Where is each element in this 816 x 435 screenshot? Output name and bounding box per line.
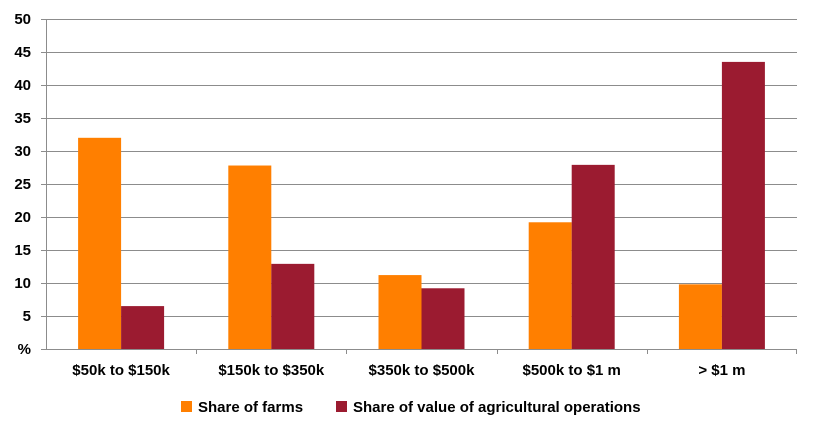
y-tick-label: 45 bbox=[14, 44, 31, 61]
bar-series-1-cat-3 bbox=[571, 164, 615, 349]
y-tick-label: 20 bbox=[14, 209, 31, 226]
legend-swatch-share-of-farms bbox=[181, 401, 192, 412]
y-tick-label: 25 bbox=[14, 176, 31, 193]
y-tick-label: 30 bbox=[14, 143, 31, 160]
bar-series-0-cat-1 bbox=[228, 165, 272, 349]
y-tick-label: 40 bbox=[14, 77, 31, 94]
x-category-label: $350k to $500k bbox=[369, 362, 476, 379]
bar-series-1-cat-2 bbox=[421, 288, 465, 349]
legend-label-share-of-farms: Share of farms bbox=[198, 399, 303, 416]
legend-swatch-share-of-value bbox=[336, 401, 347, 412]
x-axis-categories: $50k to $150k $150k to $350k $350k to $500… bbox=[72, 362, 745, 379]
x-category-label: $150k to $350k bbox=[218, 362, 325, 379]
y-tick-label: 15 bbox=[14, 242, 31, 259]
bar-series-1-cat-0 bbox=[121, 306, 165, 349]
legend: Share of farms Share of value of agricul… bbox=[181, 399, 641, 416]
y-tick-label: 5 bbox=[23, 308, 31, 325]
bar-series-1-cat-4 bbox=[721, 61, 765, 350]
y-tick-label: 50 bbox=[14, 11, 31, 28]
x-category-label: > $1 m bbox=[698, 362, 745, 379]
x-category-label: $500k to $1 m bbox=[522, 362, 620, 379]
y-tick-label: 35 bbox=[14, 110, 31, 127]
bar-series-0-cat-3 bbox=[528, 222, 572, 349]
bar-series-0-cat-0 bbox=[78, 137, 122, 349]
bars bbox=[78, 61, 765, 350]
y-axis-ticks: % 5 10 15 20 25 30 35 40 45 50 bbox=[14, 11, 31, 358]
y-tick-label: % bbox=[18, 341, 31, 358]
y-tick-label: 10 bbox=[14, 275, 31, 292]
legend-label-share-of-value: Share of value of agricultural operation… bbox=[353, 399, 641, 416]
axes bbox=[46, 19, 797, 354]
bar-series-1-cat-1 bbox=[271, 263, 315, 349]
x-category-label: $50k to $150k bbox=[72, 362, 170, 379]
bar-series-0-cat-4 bbox=[678, 284, 722, 349]
bar-series-0-cat-2 bbox=[378, 275, 422, 349]
grid-lines bbox=[41, 19, 797, 350]
